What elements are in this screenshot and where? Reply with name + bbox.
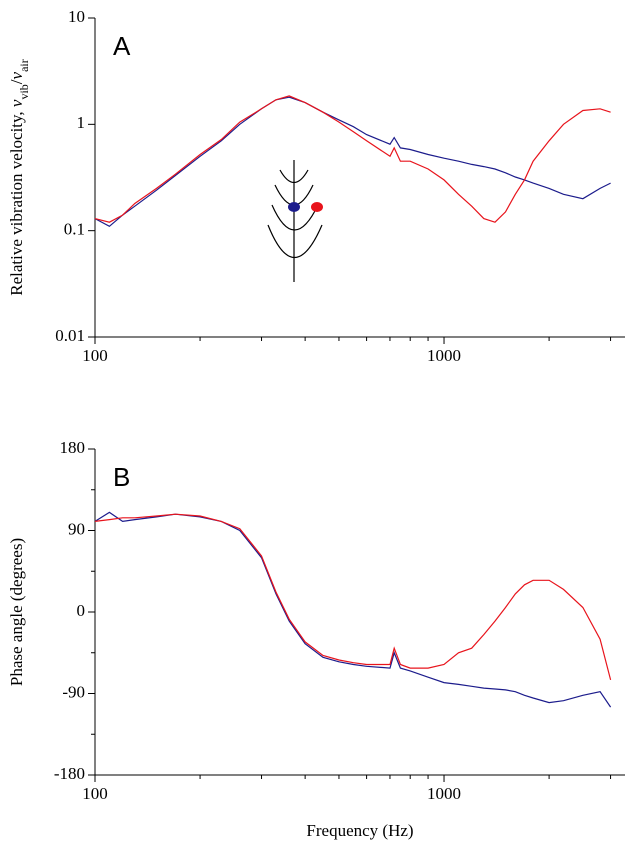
y-tick-label: 180 bbox=[60, 438, 86, 457]
y-tick-label: 10 bbox=[68, 7, 85, 26]
x-axis-label: Frequency (Hz) bbox=[306, 821, 413, 840]
x-tick-label: 1000 bbox=[427, 784, 461, 803]
y-axis-label-part: Relative vibration velocity, bbox=[7, 107, 26, 296]
panel-label: A bbox=[113, 31, 131, 61]
y-tick-label: -180 bbox=[54, 764, 85, 783]
inset-diagram bbox=[267, 160, 323, 282]
y-tick-label: 1 bbox=[77, 113, 86, 132]
y-axis-label: Relative vibration velocity, vvib/vair bbox=[7, 59, 31, 296]
x-tick-label: 100 bbox=[82, 784, 108, 803]
x-tick-label: 1000 bbox=[427, 346, 461, 365]
x-tick-label: 100 bbox=[82, 346, 108, 365]
series-line bbox=[94, 95, 611, 223]
y-tick-label: -90 bbox=[62, 682, 85, 701]
series-line bbox=[94, 96, 611, 228]
panel-label: B bbox=[113, 462, 130, 492]
y-axis-label-part: / bbox=[7, 79, 26, 84]
y-tick-label: 0.1 bbox=[64, 220, 85, 239]
y-axis-label-part: v bbox=[7, 99, 26, 107]
y-tick-label: 0.01 bbox=[55, 326, 85, 345]
series-line bbox=[94, 511, 612, 708]
series-line bbox=[94, 513, 612, 681]
y-axis-label-part: air bbox=[17, 59, 31, 72]
y-axis-label: Phase angle (degrees) bbox=[7, 538, 26, 686]
y-tick-label: 90 bbox=[68, 519, 85, 538]
y-axis-label-part: vib bbox=[17, 84, 31, 99]
y-axis-label-part: v bbox=[7, 71, 26, 79]
y-tick-label: 0 bbox=[77, 601, 86, 620]
